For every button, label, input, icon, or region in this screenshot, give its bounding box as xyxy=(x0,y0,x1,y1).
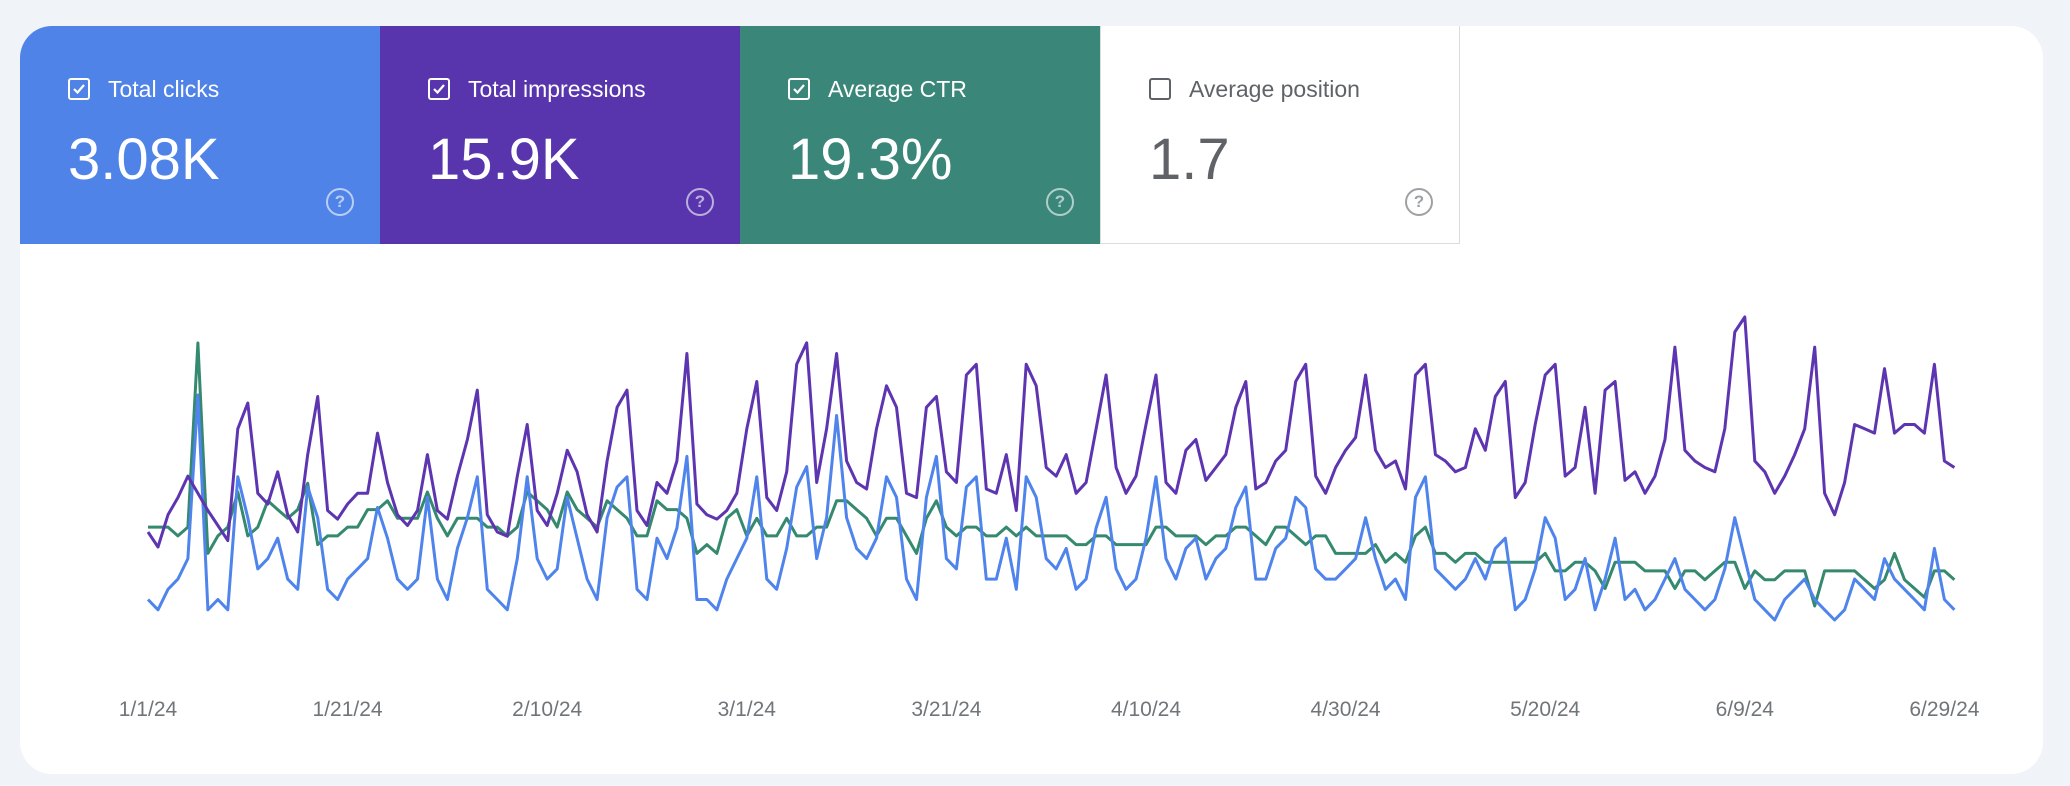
metric-label: Average position xyxy=(1189,76,1360,102)
metric-value: 19.3% xyxy=(788,127,953,192)
metric-value: 1.7 xyxy=(1149,127,1230,192)
series-line-average-ctr xyxy=(148,341,1956,608)
x-tick-label: 2/10/24 xyxy=(512,698,582,721)
metric-label: Total clicks xyxy=(108,76,220,102)
metric-card-average-ctr[interactable]: Average CTR 19.3% ? xyxy=(740,26,1100,244)
performance-panel: Total clicks 3.08K ? Total impressions 1… xyxy=(20,26,2043,774)
x-tick-label: 1/1/24 xyxy=(119,698,178,721)
question-circle-icon[interactable]: ? xyxy=(1046,188,1074,216)
metric-card-total-impressions[interactable]: Total impressions 15.9K ? xyxy=(380,26,740,244)
checkbox-unchecked-icon[interactable] xyxy=(1149,78,1171,100)
question-circle-icon[interactable]: ? xyxy=(326,188,354,216)
metric-value: 15.9K xyxy=(428,127,580,192)
checkbox-checked-icon[interactable] xyxy=(788,78,810,100)
series-line-total-clicks xyxy=(146,393,1956,622)
x-tick-label: 6/9/24 xyxy=(1716,698,1775,721)
series-line-total-impressions xyxy=(146,315,1956,549)
x-tick-label: 4/30/24 xyxy=(1311,698,1381,721)
metric-card-average-position[interactable]: Average position 1.7 ? xyxy=(1100,26,1460,244)
metric-value: 3.08K xyxy=(68,127,220,192)
x-tick-label: 3/1/24 xyxy=(718,698,777,721)
x-tick-label: 5/20/24 xyxy=(1510,698,1580,721)
x-tick-label: 6/29/24 xyxy=(1909,698,1979,721)
question-circle-icon[interactable]: ? xyxy=(686,188,714,216)
metric-label: Average CTR xyxy=(828,76,967,102)
x-tick-label: 1/21/24 xyxy=(313,698,383,721)
checkbox-checked-icon[interactable] xyxy=(428,78,450,100)
metric-cards: Total clicks 3.08K ? Total impressions 1… xyxy=(20,26,1460,244)
x-tick-label: 4/10/24 xyxy=(1111,698,1181,721)
performance-line-chart: 1/1/24 1/21/24 2/10/24 3/1/24 3/21/24 4/10/24… xyxy=(119,315,1980,721)
x-tick-label: 3/21/24 xyxy=(911,698,981,721)
checkbox-checked-icon[interactable] xyxy=(68,78,90,100)
question-circle-icon[interactable]: ? xyxy=(1405,188,1433,216)
metric-label: Total impressions xyxy=(468,76,646,102)
metric-card-total-clicks[interactable]: Total clicks 3.08K ? xyxy=(20,26,380,244)
